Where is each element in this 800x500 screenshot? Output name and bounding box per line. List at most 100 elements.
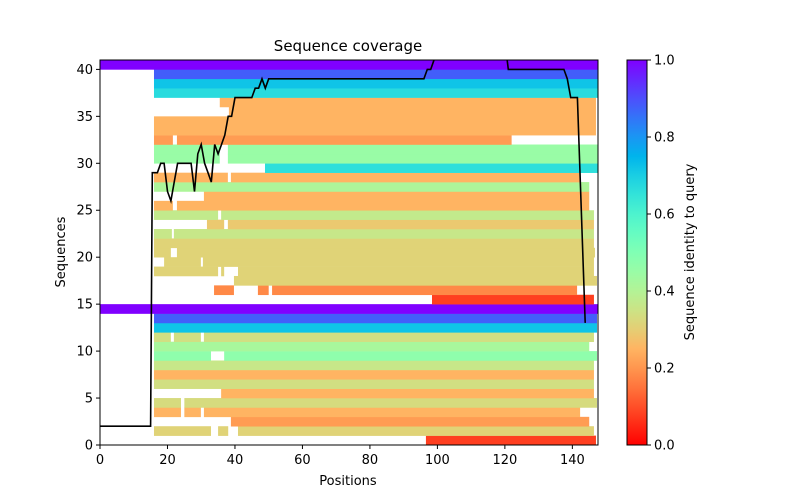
plot-area: 0 20 40 60 80 100 120 140 0 5 10 15 20 25 30 35 40 [76, 59, 599, 468]
sequence-row [153, 426, 594, 436]
sequence-row [221, 388, 594, 399]
colorbar-gradient [626, 59, 648, 446]
coverage-segment [221, 388, 594, 399]
x-tick-label: 100 [425, 453, 450, 468]
coverage-segment [176, 247, 595, 258]
colorbar-tick-label: 0.8 [654, 131, 675, 146]
y-axis: 0 5 10 15 20 25 30 35 40 [76, 63, 100, 454]
coverage-segment [264, 163, 598, 173]
coverage-segment [153, 369, 594, 380]
coverage-segment [100, 304, 598, 314]
x-tick-label: 120 [492, 453, 517, 468]
coverage-segment [153, 88, 598, 98]
coverage-segment [153, 229, 172, 239]
sequence-row [425, 435, 596, 445]
coverage-segment [230, 172, 581, 183]
y-tick-label: 0 [85, 439, 93, 454]
coverage-segment [153, 210, 219, 220]
sequence-row [153, 182, 590, 192]
y-tick-label: 40 [76, 63, 93, 78]
sequence-row [100, 60, 598, 70]
coverage-segment [237, 266, 594, 277]
coverage-segment [153, 172, 228, 183]
plot-frame [99, 59, 599, 446]
y-tick-label: 25 [76, 204, 93, 219]
coverage-segment [153, 238, 594, 249]
sequence-row [153, 88, 598, 98]
sequence-row [153, 78, 598, 89]
sequence-row [153, 407, 581, 418]
coverage-segment [153, 200, 173, 211]
sequence-row [153, 69, 598, 80]
sequence-row [153, 398, 597, 408]
coverage-segment [173, 229, 594, 239]
sequence-row [153, 313, 597, 324]
coverage-segment [224, 351, 597, 361]
sequence-row [153, 116, 596, 127]
sequence-row [100, 304, 598, 314]
colorbar-tick-label: 0.6 [654, 208, 675, 223]
sequence-row [153, 379, 594, 389]
coverage-segment [221, 266, 225, 277]
coverage-segment [227, 219, 594, 230]
sequence-row [153, 247, 595, 258]
x-tick-label: 20 [159, 453, 176, 468]
colorbar: 0.0 0.2 0.4 0.6 0.8 1.0 Sequence identity to … [626, 54, 698, 454]
sequence-row [264, 163, 598, 173]
coverage-segment [203, 191, 590, 202]
sequence-row [153, 144, 598, 155]
y-tick-label: 35 [76, 110, 93, 125]
coverage-segment [153, 426, 212, 436]
sequence-row [203, 191, 590, 202]
y-tick-label: 5 [85, 392, 93, 407]
coverage-segment [184, 407, 201, 418]
coverage-line [100, 60, 586, 427]
coverage-segment [233, 275, 597, 286]
y-tick-label: 10 [76, 345, 93, 360]
coverage-segment [153, 332, 171, 343]
coverage-segment [153, 266, 219, 277]
sequence-row [153, 125, 596, 136]
sequence-row [153, 172, 581, 183]
coverage-segment [206, 219, 225, 230]
y-tick-label: 15 [76, 298, 93, 313]
sequence-row [153, 360, 594, 371]
coverage-segment [100, 60, 598, 70]
sequence-row [214, 285, 578, 296]
coverage-segment [153, 360, 594, 371]
coverage-segment [153, 182, 590, 192]
coverage-segment [153, 407, 181, 418]
sequence-row [153, 322, 597, 333]
sequence-row [153, 135, 512, 145]
coverage-segment [218, 426, 229, 436]
coverage-segment [153, 125, 596, 136]
coverage-segment [184, 398, 597, 408]
coverage-segment [173, 332, 201, 343]
coverage-segment [176, 135, 512, 145]
x-axis: 0 20 40 60 80 100 120 140 [96, 445, 585, 468]
sequence-row [153, 266, 594, 277]
x-tick-label: 80 [362, 453, 379, 468]
sequence-row [219, 97, 596, 108]
coverage-rows [100, 60, 598, 445]
coverage-segment [425, 435, 596, 445]
sequence-row [153, 238, 594, 249]
sequence-row [153, 210, 594, 220]
coverage-segment [219, 97, 596, 108]
coverage-segment [164, 257, 201, 267]
sequence-row [206, 219, 594, 230]
sequence-row [153, 332, 594, 343]
coverage-segment [202, 257, 594, 267]
coverage-segment [153, 153, 220, 164]
colorbar-tick-label: 0.2 [654, 362, 675, 377]
coverage-segment [153, 398, 181, 408]
coverage-segment [153, 351, 212, 361]
sequence-row [230, 416, 590, 427]
coverage-segment [432, 294, 594, 305]
coverage-segment [221, 210, 594, 220]
coverage-segment [214, 285, 234, 296]
coverage-segment [153, 341, 590, 352]
coverage-segment [176, 200, 590, 211]
coverage-segment [153, 379, 594, 389]
sequence-row [432, 294, 594, 305]
